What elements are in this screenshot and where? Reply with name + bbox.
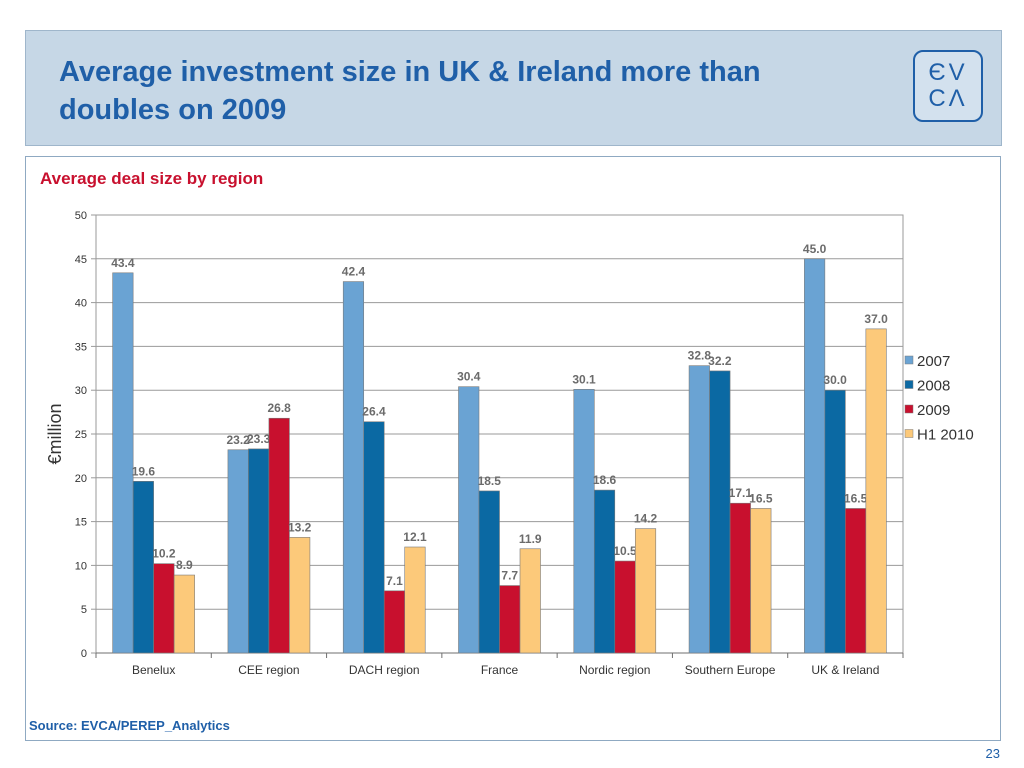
- bar: [173, 574, 195, 654]
- data-label: 7.1: [386, 574, 403, 588]
- bar: [227, 449, 249, 654]
- data-label: 26.8: [267, 401, 291, 415]
- legend-swatch: [904, 355, 914, 365]
- data-label: 42.4: [342, 265, 366, 279]
- bar: [804, 258, 826, 654]
- x-tick-label: Nordic region: [579, 663, 650, 677]
- bar: [404, 546, 426, 654]
- bar: [112, 272, 134, 654]
- data-label: 18.6: [593, 473, 617, 487]
- bar: [248, 448, 270, 654]
- y-tick-label: 20: [75, 473, 87, 485]
- bar: [342, 281, 365, 654]
- data-label: 43.4: [111, 256, 135, 270]
- data-label: 30.4: [457, 370, 481, 384]
- data-label: 12.1: [403, 530, 427, 544]
- x-tick-label: CEE region: [238, 663, 299, 677]
- data-label: 30.1: [572, 372, 596, 386]
- legend-label: 2008: [917, 378, 950, 395]
- bar: [153, 563, 175, 654]
- bar: [268, 417, 290, 654]
- x-tick-label: Southern Europe: [685, 663, 776, 677]
- page-number: 23: [985, 746, 1000, 761]
- bar: [865, 328, 887, 654]
- data-label: 23.2: [226, 433, 250, 447]
- bar: [634, 528, 657, 654]
- x-tick-label: France: [481, 663, 519, 677]
- source-note: Source: EVCA/PEREP_Analytics: [29, 718, 230, 733]
- data-label: 13.2: [288, 520, 312, 534]
- chart-subtitle: Average deal size by region: [40, 169, 264, 188]
- y-tick-label: 5: [81, 604, 87, 616]
- data-label: 26.4: [362, 405, 386, 419]
- y-tick-label: 45: [75, 254, 87, 266]
- y-tick-label: 35: [75, 341, 87, 353]
- bar: [363, 421, 385, 654]
- bar: [289, 537, 311, 654]
- logo-line-1: ЄV: [928, 59, 968, 86]
- legend-swatch: [904, 429, 914, 438]
- bar: [614, 560, 636, 654]
- bar: [688, 365, 710, 654]
- bar: [499, 585, 521, 654]
- bar: [845, 508, 867, 654]
- legend-label: 2007: [917, 353, 950, 370]
- data-label: 16.5: [749, 491, 773, 505]
- legend-label: 2009: [917, 402, 950, 419]
- title-banner: Average investment size in UK & Ireland …: [25, 30, 1002, 146]
- data-label: 7.7: [501, 569, 518, 583]
- data-label: 14.2: [634, 512, 658, 526]
- y-tick-label: 30: [75, 385, 87, 397]
- bar: [573, 389, 595, 654]
- data-label: 32.8: [688, 349, 712, 363]
- data-label: 17.1: [729, 486, 753, 500]
- y-tick-label: 40: [75, 298, 87, 310]
- legend-swatch: [904, 380, 914, 389]
- legend-label: H1 2010: [917, 427, 974, 444]
- bar: [824, 389, 846, 654]
- data-label: 23.3: [247, 432, 271, 446]
- bar: [593, 489, 616, 654]
- bar: [132, 481, 154, 654]
- y-tick-label: 25: [75, 429, 87, 441]
- data-label: 19.6: [132, 464, 156, 478]
- bar: [478, 490, 500, 654]
- data-label: 37.0: [864, 312, 888, 326]
- y-tick-label: 50: [75, 210, 87, 222]
- bar: [519, 548, 541, 654]
- x-tick-label: Benelux: [132, 663, 175, 677]
- data-label: 16.5: [844, 491, 868, 505]
- evca-logo: ЄV CΛ: [913, 50, 983, 122]
- y-tick-label: 15: [75, 517, 87, 529]
- data-label: 32.2: [708, 354, 732, 368]
- bar: [709, 370, 731, 654]
- data-label: 11.9: [519, 532, 542, 546]
- legend-swatch: [904, 404, 914, 414]
- bar: [383, 590, 406, 654]
- data-label: 18.5: [478, 474, 502, 488]
- y-tick-label: 10: [75, 560, 87, 572]
- bar: [729, 502, 751, 654]
- bar: [750, 508, 772, 654]
- logo-line-2: CΛ: [928, 85, 968, 112]
- x-tick-label: DACH region: [349, 663, 420, 677]
- bar: [458, 386, 480, 654]
- data-label: 8.9: [176, 558, 193, 572]
- data-label: 45.0: [803, 242, 827, 256]
- data-label: 10.5: [613, 544, 637, 558]
- slide-title: Average investment size in UK & Ireland …: [59, 56, 761, 126]
- y-axis-label: €million: [45, 403, 65, 464]
- x-tick-label: UK & Ireland: [811, 663, 879, 677]
- y-tick-label: 0: [81, 648, 87, 660]
- data-label: 10.2: [152, 547, 176, 561]
- data-label: 30.0: [823, 373, 847, 387]
